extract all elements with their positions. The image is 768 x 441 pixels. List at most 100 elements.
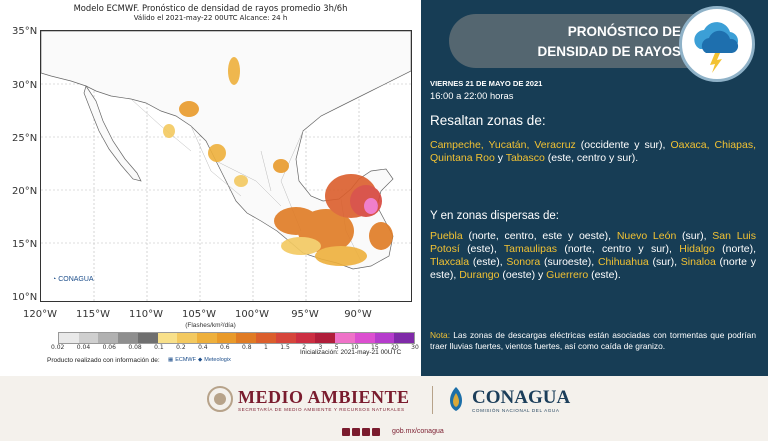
colorbar-unit: (Flashes/km²/día) <box>185 322 236 329</box>
colorbar-swatch <box>98 333 119 343</box>
colorbar-ticks: 0.02 0.04 0.06 0.08 0.1 0.2 0.4 0.6 0.8 1 1.5 2 3 5 10… <box>51 344 419 351</box>
state-name: Tlaxcala <box>430 256 470 268</box>
colorbar-swatch <box>256 333 276 343</box>
conagua-logo-icon <box>450 387 462 411</box>
lat-label: 25°N <box>12 133 38 144</box>
lat-label: 30°N <box>12 80 38 91</box>
colorbar-tick: 1 <box>263 344 268 351</box>
colorbar-swatch <box>315 333 336 343</box>
note-body: Las zonas de descargas eléctricas están … <box>430 330 756 351</box>
colorbar <box>58 332 415 344</box>
instagram-icon[interactable] <box>372 428 380 436</box>
mexico-coat-of-arms-icon <box>207 386 233 412</box>
lon-label: 115°W <box>76 309 110 320</box>
state-name: Sinaloa <box>680 256 716 268</box>
state-name: Tamaulipas <box>503 243 558 255</box>
lon-label: 105°W <box>182 309 216 320</box>
colorbar-swatch <box>118 333 138 343</box>
panel-title-line2: DENSIDAD DE RAYOS <box>537 44 681 59</box>
youtube-icon[interactable] <box>362 428 370 436</box>
lon-label: 90°W <box>344 309 372 320</box>
forecast-time: 16:00 a 22:00 horas <box>430 90 514 101</box>
note-text: Nota: Las zonas de descargas eléctricas … <box>430 330 756 352</box>
colorbar-tick: 30 <box>411 344 419 351</box>
conagua-title: CONAGUA <box>472 387 571 408</box>
state-name: Tabasco <box>505 152 545 164</box>
region-text: (norte), <box>714 243 756 255</box>
state-name: Guerrero <box>546 269 589 281</box>
heading-scattered-zones: Y en zonas dispersas de: <box>430 210 559 222</box>
map-area <box>40 30 412 302</box>
conagua-subtitle: COMISIÓN NACIONAL DEL AGUA <box>472 408 560 413</box>
colorbar-swatch <box>216 333 237 343</box>
state-name: Chihuahua <box>597 256 649 268</box>
colorbar-swatch <box>177 333 198 343</box>
title-banner <box>449 14 701 68</box>
colorbar-swatch <box>335 333 355 343</box>
main-zones-text: Campeche, Yucatán, Veracruz (occidente y… <box>430 139 756 165</box>
colorbar-tick: 10 <box>350 344 359 351</box>
lon-label: 110°W <box>129 309 163 320</box>
meteologix-logo-icon: ◆ <box>198 357 203 363</box>
colorbar-tick: 5 <box>334 344 339 351</box>
region-text: (sur), <box>648 256 681 268</box>
colorbar-swatch <box>275 333 296 343</box>
colorbar-tick: 0.02 <box>51 344 65 351</box>
lat-label: 20°N <box>12 186 38 197</box>
meteologix-logo: ◆ Meteologix <box>198 354 231 366</box>
ecmwf-logo-icon: ▦ <box>168 357 174 363</box>
footer-divider <box>432 386 433 414</box>
conagua-logo-icon: ◔ <box>52 276 57 283</box>
state-name: Hidalgo <box>679 243 715 255</box>
website-link[interactable]: gob.mx/conagua <box>392 428 444 435</box>
colorbar-tick: 0.1 <box>154 344 164 351</box>
map-subtitle: Válido el 2021-may-22 00UTC Alcance: 24 … <box>133 14 288 22</box>
region-text: y <box>494 152 506 164</box>
forecast-date: VIERNES 21 DE MAYO DE 2021 <box>430 79 543 88</box>
region-text: (norte, centro, este y oeste), <box>462 230 617 242</box>
colorbar-swatch <box>394 333 414 343</box>
facebook-icon[interactable] <box>342 428 350 436</box>
state-name: Puebla <box>430 230 463 242</box>
meteologix-logo-text: Meteologix <box>204 357 231 363</box>
note-label: Nota: <box>430 330 451 340</box>
region-text: (norte, centro y sur), <box>557 243 680 255</box>
colorbar-swatch <box>197 333 217 343</box>
colorbar-tick: 2 <box>302 344 307 351</box>
colorbar-swatch <box>157 333 178 343</box>
region-text: (este), <box>459 243 504 255</box>
region-text: (sur), <box>676 230 713 242</box>
lat-label: 35°N <box>12 26 38 37</box>
medio-ambiente-subtitle: SECRETARÍA DE MEDIO AMBIENTE Y RECURSOS … <box>238 407 405 412</box>
product-credit: Producto realizado con información de: <box>47 357 160 364</box>
lon-label: 120°W <box>23 309 57 320</box>
twitter-icon[interactable] <box>352 428 360 436</box>
colorbar-swatch <box>295 333 316 343</box>
colorbar-tick: 0.6 <box>220 344 230 351</box>
mexico-map-graphic <box>41 31 411 301</box>
state-name: Oaxaca, Chiapas, Quintana Roo <box>430 139 756 164</box>
state-name: Nuevo León <box>616 230 677 242</box>
colorbar-swatch <box>137 333 158 343</box>
region-text: (occidente y sur), <box>575 139 671 151</box>
colorbar-tick: 0.4 <box>198 344 208 351</box>
panel-title-line1: PRONÓSTICO DE <box>567 24 681 39</box>
lat-label: 10°N <box>12 292 38 303</box>
panel-title: PRONÓSTICO DE DENSIDAD DE RAYOS <box>469 22 681 62</box>
colorbar-tick: 20 <box>391 344 399 351</box>
colorbar-swatch <box>354 333 375 343</box>
forecast-map-panel: Modelo ECMWF. Pronóstico de densidad de … <box>0 0 421 376</box>
colorbar-swatch <box>374 333 395 343</box>
lon-label: 100°W <box>235 309 269 320</box>
colorbar-swatch <box>236 333 257 343</box>
region-text: (este), <box>469 256 507 268</box>
ecmwf-logo: ▦ ECMWF <box>168 354 196 366</box>
info-panel: PRONÓSTICO DE DENSIDAD DE RAYOS VIERNES … <box>421 0 768 376</box>
colorbar-tick: 1.5 <box>280 344 290 351</box>
state-name: Sonora <box>506 256 541 268</box>
heading-main-zones: Resaltan zonas de: <box>430 113 546 128</box>
colorbar-tick: 3 <box>318 344 323 351</box>
colorbar-swatch <box>59 333 79 343</box>
lon-label: 95°W <box>291 309 319 320</box>
